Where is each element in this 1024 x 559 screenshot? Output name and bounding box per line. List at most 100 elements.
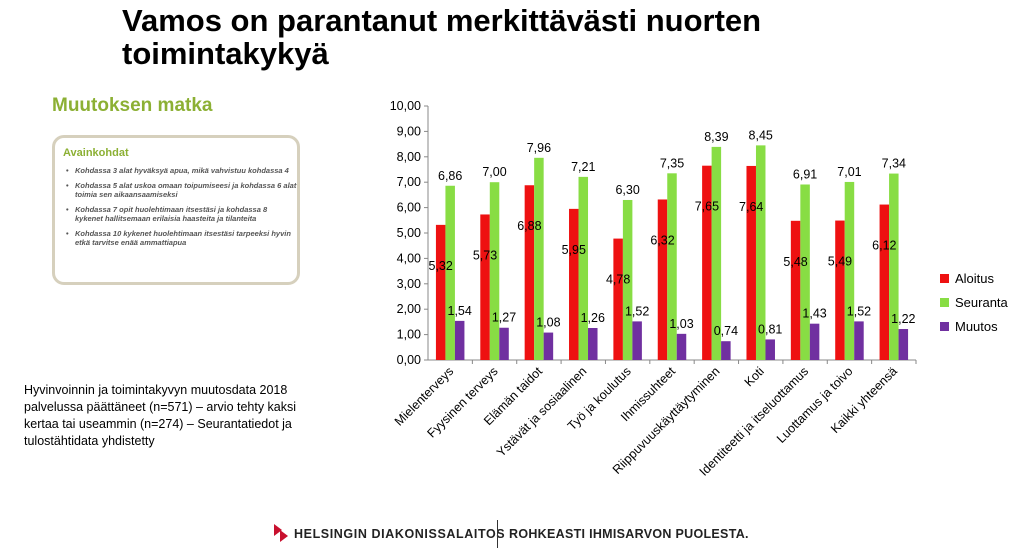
data-label-muutos: 0,81 — [758, 322, 782, 336]
bar-muutos — [854, 321, 864, 360]
bar-aloitus — [569, 208, 579, 360]
journey-title: Muutoksen matka — [52, 95, 213, 116]
bar-seuranta — [800, 184, 810, 360]
bar-seuranta — [622, 199, 633, 360]
bar-seuranta — [445, 185, 455, 360]
y-tick-label: 8,00 — [397, 150, 421, 164]
data-label-muutos: 1,08 — [536, 316, 560, 330]
data-label-seuranta: 8,39 — [704, 130, 728, 144]
y-tick-label: 6,00 — [397, 201, 421, 215]
legend-swatch-muutos — [940, 321, 949, 331]
legend-label: Aloitus — [955, 270, 995, 286]
bar-seuranta — [489, 182, 500, 360]
data-label-seuranta: 7,00 — [482, 165, 506, 179]
bar-aloitus — [790, 220, 801, 360]
x-tick-label: Luottamus ja toivo — [774, 364, 856, 446]
chart-legend: Aloitus Seuranta Muutos — [940, 266, 1008, 338]
bar-muutos — [454, 320, 465, 360]
data-label-muutos: 1,54 — [448, 304, 472, 318]
key-points-list: Kohdassa 3 alat hyväksyä apua, mikä vahv… — [65, 166, 297, 253]
bar-seuranta — [755, 145, 766, 360]
data-label-seuranta: 7,01 — [837, 165, 861, 179]
bar-muutos — [676, 333, 687, 360]
bar-seuranta — [667, 173, 677, 360]
data-label-aloitus: 5,32 — [429, 259, 453, 273]
key-point: Kohdassa 7 opit huolehtimaan itsestäsi j… — [66, 205, 297, 224]
bar-seuranta — [711, 146, 722, 360]
hdl-logo-icon — [274, 524, 288, 542]
bar-aloitus — [879, 204, 890, 360]
bar-muutos — [721, 341, 731, 360]
data-label-aloitus: 7,65 — [695, 200, 719, 214]
y-tick-label: 4,00 — [397, 251, 421, 265]
data-label-aloitus: 5,48 — [783, 255, 807, 269]
y-tick-label: 9,00 — [397, 124, 421, 138]
bar-muutos — [588, 327, 598, 360]
x-tick-label: Koti — [742, 364, 767, 389]
data-label-seuranta: 6,91 — [793, 167, 817, 181]
y-tick-label: 0,00 — [397, 353, 421, 367]
slide-title: Vamos on parantanut merkittävästi nuorte… — [122, 3, 762, 71]
legend-item-muutos: Muutos — [940, 314, 1008, 338]
data-label-aloitus: 5,49 — [828, 255, 852, 269]
y-tick-label: 5,00 — [397, 226, 421, 240]
key-points-box: Avainkohdat Kohdassa 3 alat hyväksyä apu… — [52, 135, 300, 285]
data-label-muutos: 1,26 — [581, 311, 605, 325]
key-points-title: Avainkohdat — [63, 147, 129, 159]
legend-swatch-seuranta — [940, 297, 949, 307]
bar-aloitus — [524, 185, 535, 360]
bar-muutos — [765, 339, 775, 360]
data-label-seuranta: 7,96 — [527, 141, 551, 155]
legend-label: Seuranta — [955, 294, 1008, 310]
footer-slogan: ROHKEASTI IHMISARVON PUOLESTA. — [509, 527, 749, 541]
data-label-muutos: 1,22 — [891, 312, 915, 326]
legend-swatch-aloitus — [940, 273, 949, 283]
data-label-seuranta: 6,30 — [615, 183, 639, 197]
key-point: Kohdassa 10 kykenet huolehtimaan itsestä… — [66, 229, 297, 248]
y-tick-label: 10,00 — [390, 99, 421, 113]
bar-muutos — [898, 329, 909, 360]
data-label-aloitus: 7,64 — [739, 200, 763, 214]
data-label-muutos: 1,03 — [669, 317, 693, 331]
y-tick-label: 7,00 — [397, 175, 421, 189]
key-point: Kohdassa 3 alat hyväksyä apua, mikä vahv… — [66, 166, 297, 176]
data-label-muutos: 1,27 — [492, 311, 516, 325]
data-label-aloitus: 4,78 — [606, 273, 630, 287]
data-label-muutos: 1,52 — [847, 304, 871, 318]
data-label-seuranta: 8,45 — [749, 128, 773, 142]
data-label-muutos: 1,52 — [625, 304, 649, 318]
bar-muutos — [499, 327, 509, 360]
y-tick-label: 2,00 — [397, 302, 421, 316]
data-label-seuranta: 7,21 — [571, 160, 595, 174]
data-label-aloitus: 5,95 — [562, 243, 586, 257]
y-tick-label: 1,00 — [397, 328, 421, 342]
bar-seuranta — [889, 173, 899, 360]
data-label-muutos: 1,43 — [802, 307, 826, 321]
bar-aloitus — [613, 238, 623, 360]
bar-chart: 0,00 1,00 2,00 3,00 4,00 5,00 6,00 7,00 8,00 9,00… — [390, 99, 917, 479]
bar-muutos — [809, 323, 820, 360]
data-label-seuranta: 7,34 — [882, 157, 906, 171]
bar-aloitus — [657, 199, 668, 360]
legend-item-aloitus: Aloitus — [940, 266, 1008, 290]
bar-muutos — [543, 332, 554, 360]
legend-item-seuranta: Seuranta — [940, 290, 1008, 314]
bar-seuranta — [534, 157, 544, 360]
bar-aloitus — [746, 165, 756, 360]
data-label-aloitus: 6,32 — [650, 233, 674, 247]
data-label-seuranta: 7,35 — [660, 156, 684, 170]
footer-divider — [497, 520, 498, 548]
bar-aloitus — [435, 224, 446, 360]
data-label-seuranta: 6,86 — [438, 169, 462, 183]
data-label-aloitus: 5,73 — [473, 248, 497, 262]
bar-aloitus — [480, 214, 490, 360]
bar-seuranta — [844, 181, 855, 360]
y-tick-label: 3,00 — [397, 277, 421, 291]
data-label-aloitus: 6,88 — [517, 219, 541, 233]
footer-organization: HELSINGIN DIAKONISSALAITOS — [294, 527, 506, 541]
bar-aloitus — [702, 165, 712, 360]
key-point: Kohdassa 5 alat uskoa omaan toipumiseesi… — [66, 181, 297, 200]
source-note: Hyvinvoinnin ja toimintakyvyn muutosdata… — [24, 383, 297, 448]
bar-muutos — [632, 321, 642, 360]
data-label-muutos: 0,74 — [714, 324, 738, 338]
